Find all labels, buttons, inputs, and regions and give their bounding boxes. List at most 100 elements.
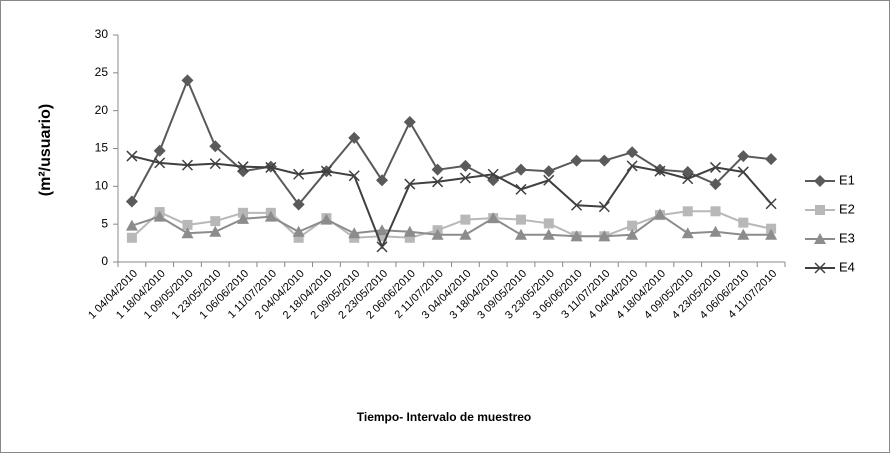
y-tick-label: 30 <box>95 27 109 41</box>
data-point <box>459 228 472 240</box>
data-point <box>515 214 526 225</box>
data-point <box>237 161 249 173</box>
data-point <box>737 150 750 163</box>
data-point <box>487 212 500 224</box>
data-point <box>237 212 250 224</box>
series-line <box>131 155 772 250</box>
data-point <box>154 157 166 169</box>
legend-label: E2 <box>839 201 855 216</box>
data-point <box>182 219 193 230</box>
data-point <box>181 159 194 171</box>
y-tick-label: 15 <box>95 141 109 155</box>
data-point <box>376 241 388 253</box>
data-point <box>125 195 138 208</box>
data-point <box>238 207 249 218</box>
data-point <box>320 165 332 177</box>
legend-label: E3 <box>839 230 855 245</box>
data-point <box>126 150 138 162</box>
data-point <box>293 232 304 243</box>
data-point <box>181 74 194 87</box>
data-point <box>209 140 222 153</box>
data-point <box>292 198 305 211</box>
data-point <box>626 228 639 240</box>
data-point <box>153 210 166 222</box>
data-point <box>209 158 221 170</box>
data-point <box>653 208 666 220</box>
data-point <box>320 213 333 225</box>
legend-label: E4 <box>839 259 855 274</box>
data-point <box>293 168 305 180</box>
legend-marker <box>815 205 825 215</box>
data-point <box>626 160 638 172</box>
data-point <box>709 161 722 173</box>
data-point <box>598 201 610 213</box>
data-point <box>515 183 527 195</box>
y-tick-label: 5 <box>101 216 108 230</box>
y-tick-label: 0 <box>101 254 108 268</box>
y-tick-label: 25 <box>95 65 109 79</box>
data-point <box>153 144 166 157</box>
data-point <box>598 154 611 167</box>
y-tick-label: 20 <box>95 103 109 117</box>
y-axis-label: (m²/usuario) <box>37 104 54 196</box>
data-point <box>709 225 722 237</box>
data-point <box>209 225 222 237</box>
data-point <box>627 220 638 231</box>
data-point <box>765 198 777 210</box>
data-point <box>404 178 416 190</box>
data-point <box>737 228 750 240</box>
data-point <box>460 214 471 225</box>
data-point <box>487 168 499 180</box>
data-point <box>237 165 250 178</box>
data-point <box>570 154 583 167</box>
data-point <box>376 174 389 187</box>
data-point <box>376 224 389 236</box>
data-point <box>765 153 778 166</box>
data-point <box>514 163 527 176</box>
data-point <box>514 228 527 240</box>
legend-marker <box>814 262 826 274</box>
data-point <box>431 163 444 176</box>
legend-marker <box>814 175 826 187</box>
data-point <box>738 217 749 228</box>
data-point <box>292 225 305 237</box>
data-point <box>348 227 361 239</box>
data-point <box>348 131 361 144</box>
data-point <box>459 172 471 184</box>
data-point <box>431 228 444 240</box>
data-point <box>737 166 749 178</box>
data-point <box>682 206 693 217</box>
y-tick-label: 10 <box>95 179 109 193</box>
data-point <box>404 232 415 243</box>
data-point <box>570 230 583 242</box>
data-point <box>765 228 778 240</box>
legend-label: E1 <box>839 172 855 187</box>
data-point <box>125 219 138 231</box>
x-axis-label: Tiempo- Intervalo de muestreo <box>357 410 532 424</box>
legend-marker <box>814 233 826 244</box>
data-point <box>626 146 639 159</box>
data-point <box>682 173 694 185</box>
data-point <box>681 227 694 239</box>
data-point <box>654 165 666 177</box>
data-point <box>598 230 611 242</box>
data-point <box>571 199 583 211</box>
data-point <box>542 228 555 240</box>
data-point <box>265 161 277 173</box>
data-point <box>766 223 777 234</box>
data-point <box>543 174 555 186</box>
data-point <box>403 116 416 129</box>
data-point <box>710 206 721 217</box>
data-point <box>459 159 472 172</box>
data-point <box>348 170 360 182</box>
data-point <box>403 225 416 237</box>
data-point <box>210 216 221 227</box>
data-point <box>543 218 554 229</box>
data-point <box>377 231 388 242</box>
data-point <box>126 232 137 243</box>
data-point <box>432 176 444 188</box>
data-point <box>709 178 722 191</box>
data-point <box>264 210 277 222</box>
data-point <box>181 227 194 239</box>
